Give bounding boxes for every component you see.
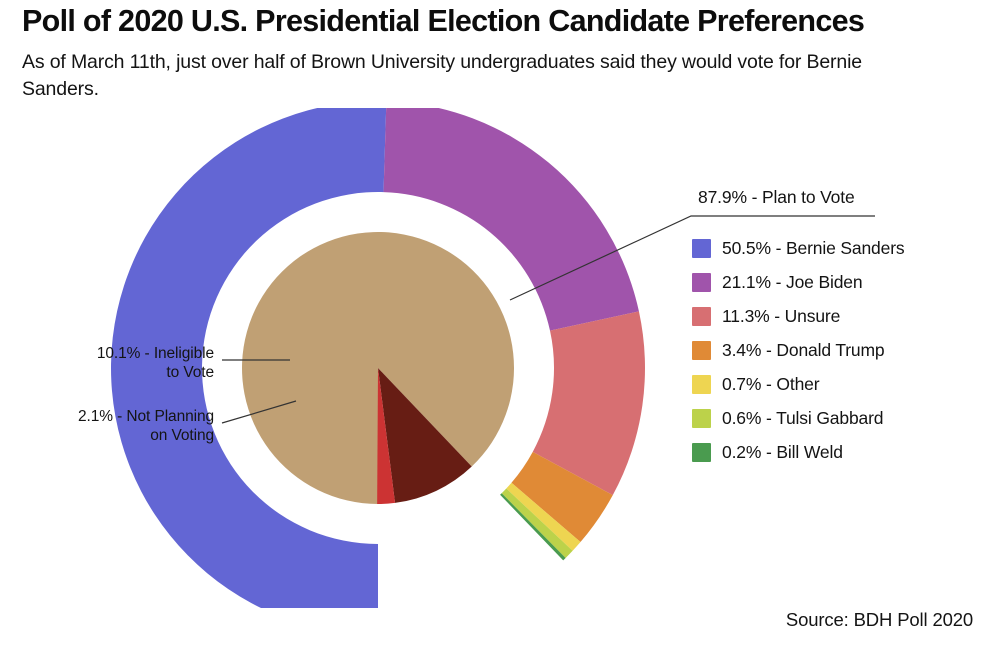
callout-ineligible-line2: to Vote	[166, 364, 214, 382]
legend-item[interactable]: 11.3% - Unsure	[692, 299, 992, 333]
legend-item[interactable]: 0.7% - Other	[692, 367, 992, 401]
ring-slice[interactable]	[532, 311, 646, 496]
legend-item-label: 21.1% - Joe Biden	[722, 271, 863, 292]
outer-ring-candidates	[111, 108, 646, 608]
pie-slice[interactable]	[378, 368, 472, 503]
legend-swatch	[692, 272, 711, 292]
legend-swatch	[692, 340, 711, 360]
legend-item[interactable]: 21.1% - Joe Biden	[692, 265, 992, 299]
callout-not-planning-on-voting: 2.1% - Not Planning on Voting	[62, 407, 214, 446]
ring-slice[interactable]	[501, 488, 573, 558]
legend-item[interactable]: 3.4% - Donald Trump	[692, 333, 992, 367]
leader-line-plan-to-vote	[509, 215, 875, 301]
ring-slice[interactable]	[511, 451, 613, 543]
inner-pie-voting-status	[242, 231, 515, 504]
legend-swatch	[692, 442, 711, 462]
callout-not-planning-line2: on Voting	[150, 427, 214, 445]
chart-subtitle: As of March 11th, just over half of Brow…	[22, 50, 862, 100]
legend-item-label: 3.4% - Donald Trump	[722, 339, 885, 360]
chart-source: Source: BDH Poll 2020	[785, 609, 973, 630]
callout-leader-lines	[221, 215, 875, 424]
donut-chart: 10.1% - Ineligible to Vote 2.1% - Not Pl…	[0, 108, 1000, 608]
ring-slice[interactable]	[111, 108, 387, 608]
ring-slice[interactable]	[500, 493, 566, 561]
callout-ineligible-line1: 10.1% - Ineligible	[96, 345, 214, 362]
donut-chart-svg	[111, 108, 875, 608]
callout-plan-to-vote: 87.9% - Plan to Vote	[698, 187, 855, 207]
chart-legend: 50.5% - Bernie Sanders 21.1% - Joe Biden 1…	[692, 231, 992, 469]
chart-header: Poll of 2020 U.S. Presidential Election …	[22, 4, 988, 102]
leader-line-not-planning	[221, 400, 297, 424]
pie-slice[interactable]	[377, 368, 396, 504]
legend-swatch	[692, 238, 711, 258]
legend-swatch	[692, 374, 711, 394]
legend-item[interactable]: 50.5% - Bernie Sanders	[692, 231, 992, 265]
ring-slice[interactable]	[383, 108, 639, 331]
legend-item[interactable]: 0.6% - Tulsi Gabbard	[692, 401, 992, 435]
legend-item[interactable]: 0.2% - Bill Weld	[692, 435, 992, 469]
legend-item-label: 0.7% - Other	[722, 373, 820, 394]
legend-swatch	[692, 408, 711, 428]
legend-item-label: 0.6% - Tulsi Gabbard	[722, 407, 884, 428]
legend-item-label: 0.2% - Bill Weld	[722, 441, 843, 462]
legend-item-label: 50.5% - Bernie Sanders	[722, 237, 905, 258]
pie-slice[interactable]	[242, 231, 515, 504]
legend-item-label: 11.3% - Unsure	[722, 305, 841, 326]
legend-swatch	[692, 306, 711, 326]
ring-slice[interactable]	[506, 482, 581, 551]
page-title: Poll of 2020 U.S. Presidential Election …	[22, 4, 865, 38]
callout-ineligible-to-vote: 10.1% - Ineligible to Vote	[86, 344, 214, 383]
callout-not-planning-line1: 2.1% - Not Planning	[78, 408, 214, 425]
